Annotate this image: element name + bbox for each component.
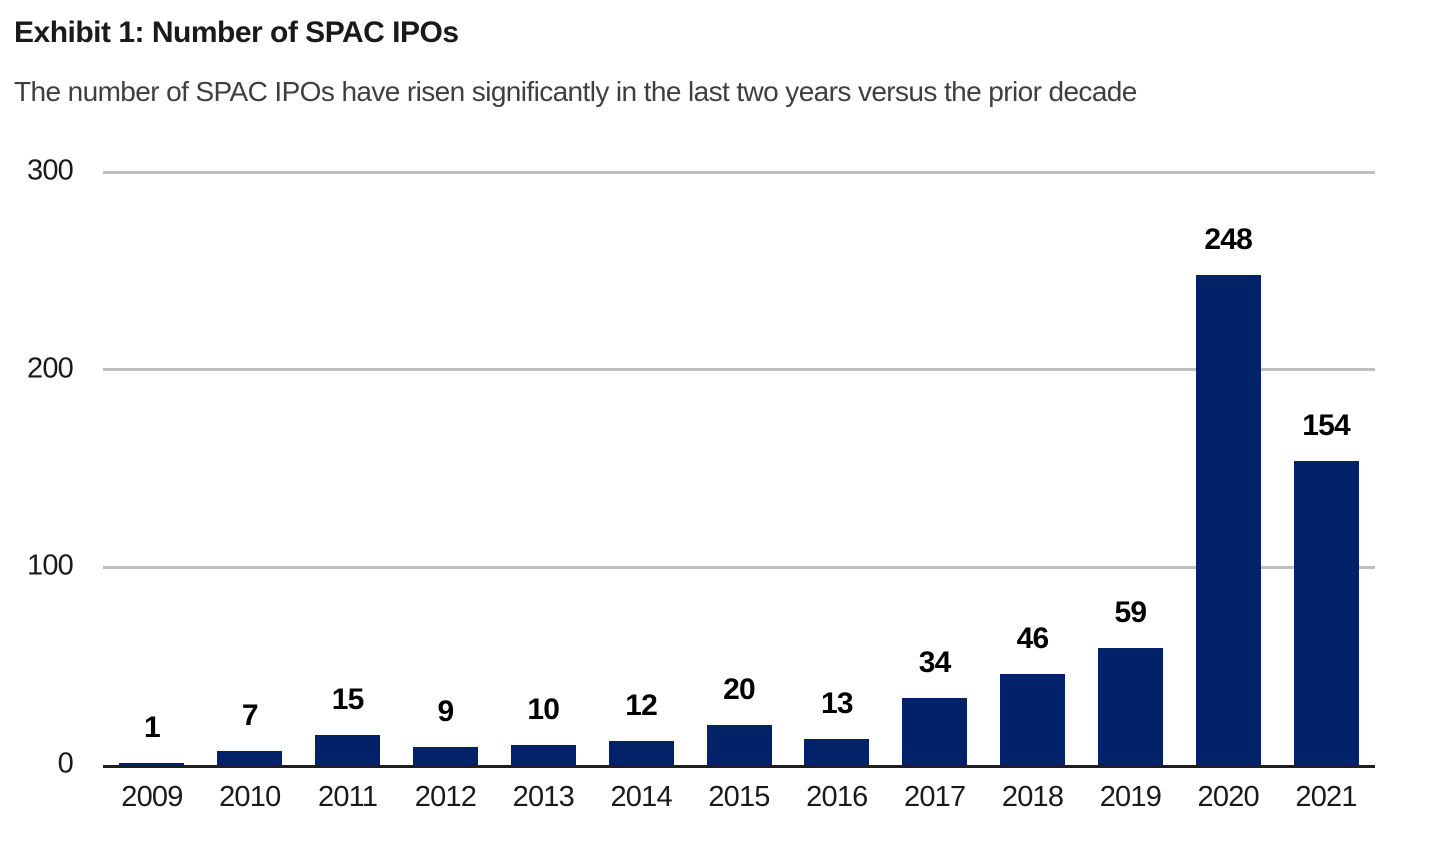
x-tick-label: 2015 <box>708 781 770 813</box>
bar-value-label: 9 <box>437 695 455 729</box>
bar <box>315 735 381 765</box>
bar-value-label: 12 <box>625 689 658 723</box>
x-tick-label: 2014 <box>610 781 672 813</box>
gridline <box>103 565 1375 569</box>
exhibit-title: Exhibit 1: Number of SPAC IPOs <box>14 16 459 49</box>
bar-value-label: 7 <box>241 699 259 733</box>
bar-value-label: 248 <box>1204 222 1253 256</box>
bar-value-label: 34 <box>918 645 952 679</box>
bar <box>510 745 576 765</box>
bar <box>1000 674 1066 765</box>
bar <box>1293 460 1359 765</box>
bar <box>119 763 185 765</box>
bar-value-label: 1 <box>143 711 161 744</box>
x-tick-label: 2020 <box>1197 781 1260 813</box>
x-tick-label: 2011 <box>318 781 378 813</box>
bar <box>412 747 478 765</box>
bar-value-label: 13 <box>820 687 854 721</box>
bar-value-label: 59 <box>1114 596 1147 630</box>
plot-area: 1 7 15 9 10 12 20 13 34 46 59 248 154 <box>103 170 1375 768</box>
bar-value-label: 20 <box>723 673 756 707</box>
x-tick-label: 2019 <box>1099 781 1162 813</box>
x-tick-label: 2021 <box>1295 781 1357 813</box>
x-tick-label: 2010 <box>219 781 281 813</box>
x-tick-label: 2017 <box>904 781 966 813</box>
gridline <box>103 170 1375 174</box>
bar <box>804 739 870 765</box>
x-tick-label: 2016 <box>806 781 868 813</box>
x-tick-label: 2013 <box>512 781 575 813</box>
exhibit-subtitle: The number of SPAC IPOs have risen signi… <box>14 76 1137 107</box>
x-tick-label: 2012 <box>414 781 477 813</box>
bar-value-label: 15 <box>331 683 365 717</box>
y-tick-label: 0 <box>57 747 74 780</box>
x-tick-label: 2009 <box>121 781 183 813</box>
bar-value-label: 154 <box>1302 408 1350 442</box>
x-axis-line <box>103 765 1375 768</box>
x-tick-label: 2018 <box>1001 781 1064 813</box>
y-tick-label: 100 <box>27 549 74 582</box>
y-tick-label: 300 <box>27 154 74 187</box>
gridline <box>103 368 1375 372</box>
bar <box>1195 274 1261 765</box>
bar <box>608 741 674 765</box>
bar <box>217 751 283 765</box>
y-tick-label: 200 <box>27 352 74 385</box>
bar <box>706 725 772 765</box>
bar-value-label: 10 <box>527 693 560 727</box>
bar-value-label: 46 <box>1016 622 1050 656</box>
bar <box>1097 648 1163 765</box>
bar <box>902 697 968 765</box>
